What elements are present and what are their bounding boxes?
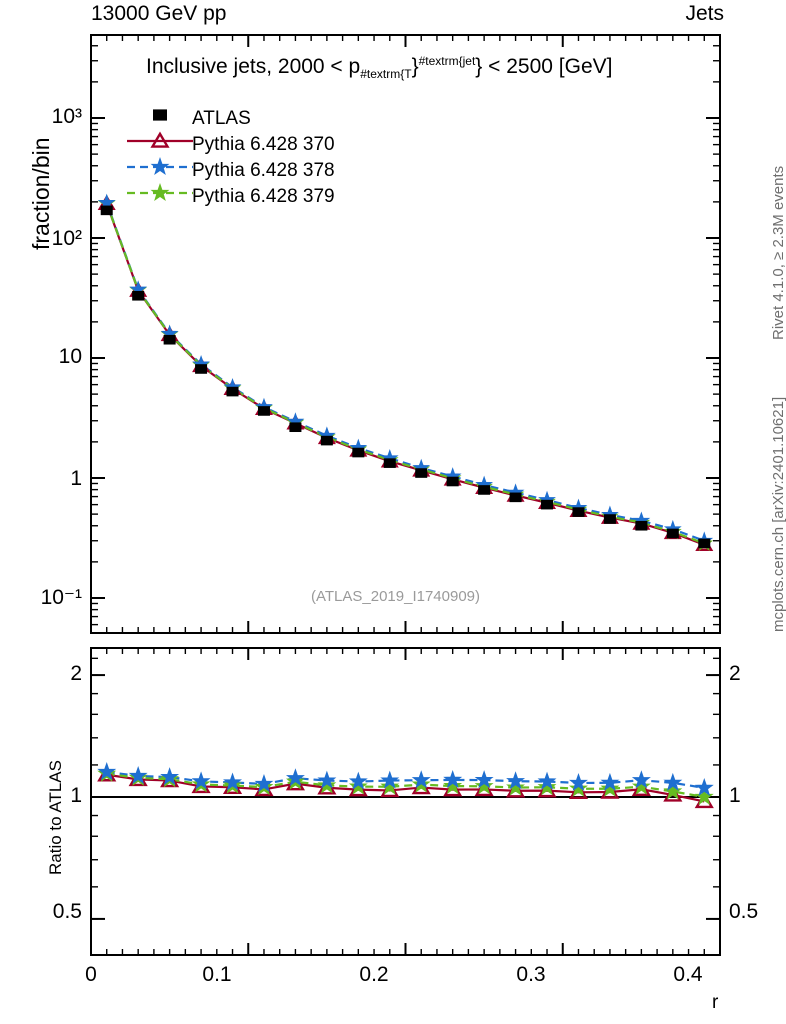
main-ytick-10: 10 [58, 345, 82, 368]
markers-pythia-6-428-370 [97, 194, 714, 552]
legend-glyph-3[interactable] [127, 183, 193, 202]
title-text-b: } [411, 55, 419, 78]
ratio-markers-pythia-6-428-378 [97, 762, 714, 796]
legend-label-p378: Pythia 6.428 378 [192, 160, 335, 181]
xtick-04: 0.4 [673, 963, 703, 986]
markers-pythia-6-428-379 [97, 194, 714, 551]
legend-label-p370: Pythia 6.428 370 [192, 134, 335, 155]
main-ytick-1e-1: 10⁻¹ [40, 586, 82, 609]
xtick-02: 0.2 [359, 963, 389, 986]
legend-glyph-1[interactable] [127, 131, 193, 148]
main-panel-frame [90, 34, 721, 634]
main-ytick-1e3: 10³ [51, 105, 82, 128]
header-right: Jets [685, 2, 724, 25]
legend-label-atlas: ATLAS [192, 108, 251, 129]
xtick-01: 0.1 [202, 963, 232, 986]
plot-title: Inclusive jets, 2000 < p#textrm{T}#textr… [146, 54, 612, 81]
main-ytick-1: 1 [70, 467, 82, 490]
ratio-ytick-1-left: 1 [70, 784, 82, 807]
ratio-ytick-05-left: 0.5 [52, 900, 82, 923]
ratio-ytick-2-left: 2 [70, 662, 82, 685]
ratio-ytick-2-right: 2 [729, 662, 741, 685]
analysis-watermark: (ATLAS_2019_I1740909) [311, 588, 481, 605]
markers-atlas [100, 205, 711, 549]
title-text-c: } < 2500 [GeV] [475, 55, 613, 78]
xtick-03: 0.3 [516, 963, 546, 986]
xtick-0: 0 [85, 963, 97, 986]
title-subscript: #textrm{T [360, 67, 412, 82]
markers-pythia-6-428-378 [97, 193, 714, 549]
main-ytick-1e2: 10² [51, 227, 82, 250]
legend-glyph-2[interactable] [127, 157, 193, 176]
legend-label-p379: Pythia 6.428 379 [192, 186, 335, 207]
ratio-ytick-1-right: 1 [729, 784, 741, 807]
title-text-a: Inclusive jets, 2000 < p [146, 55, 361, 78]
ratio-panel-frame [90, 647, 721, 956]
series-pythia-6-428-370 [105, 203, 705, 546]
header-left: 13000 GeV pp [91, 2, 227, 25]
ratio-ytick-05-right: 0.5 [729, 900, 759, 923]
title-superscript: #textrm{jet [418, 54, 476, 68]
x-axis-label: r [712, 992, 719, 1013]
legend-glyph-0[interactable] [153, 109, 167, 121]
